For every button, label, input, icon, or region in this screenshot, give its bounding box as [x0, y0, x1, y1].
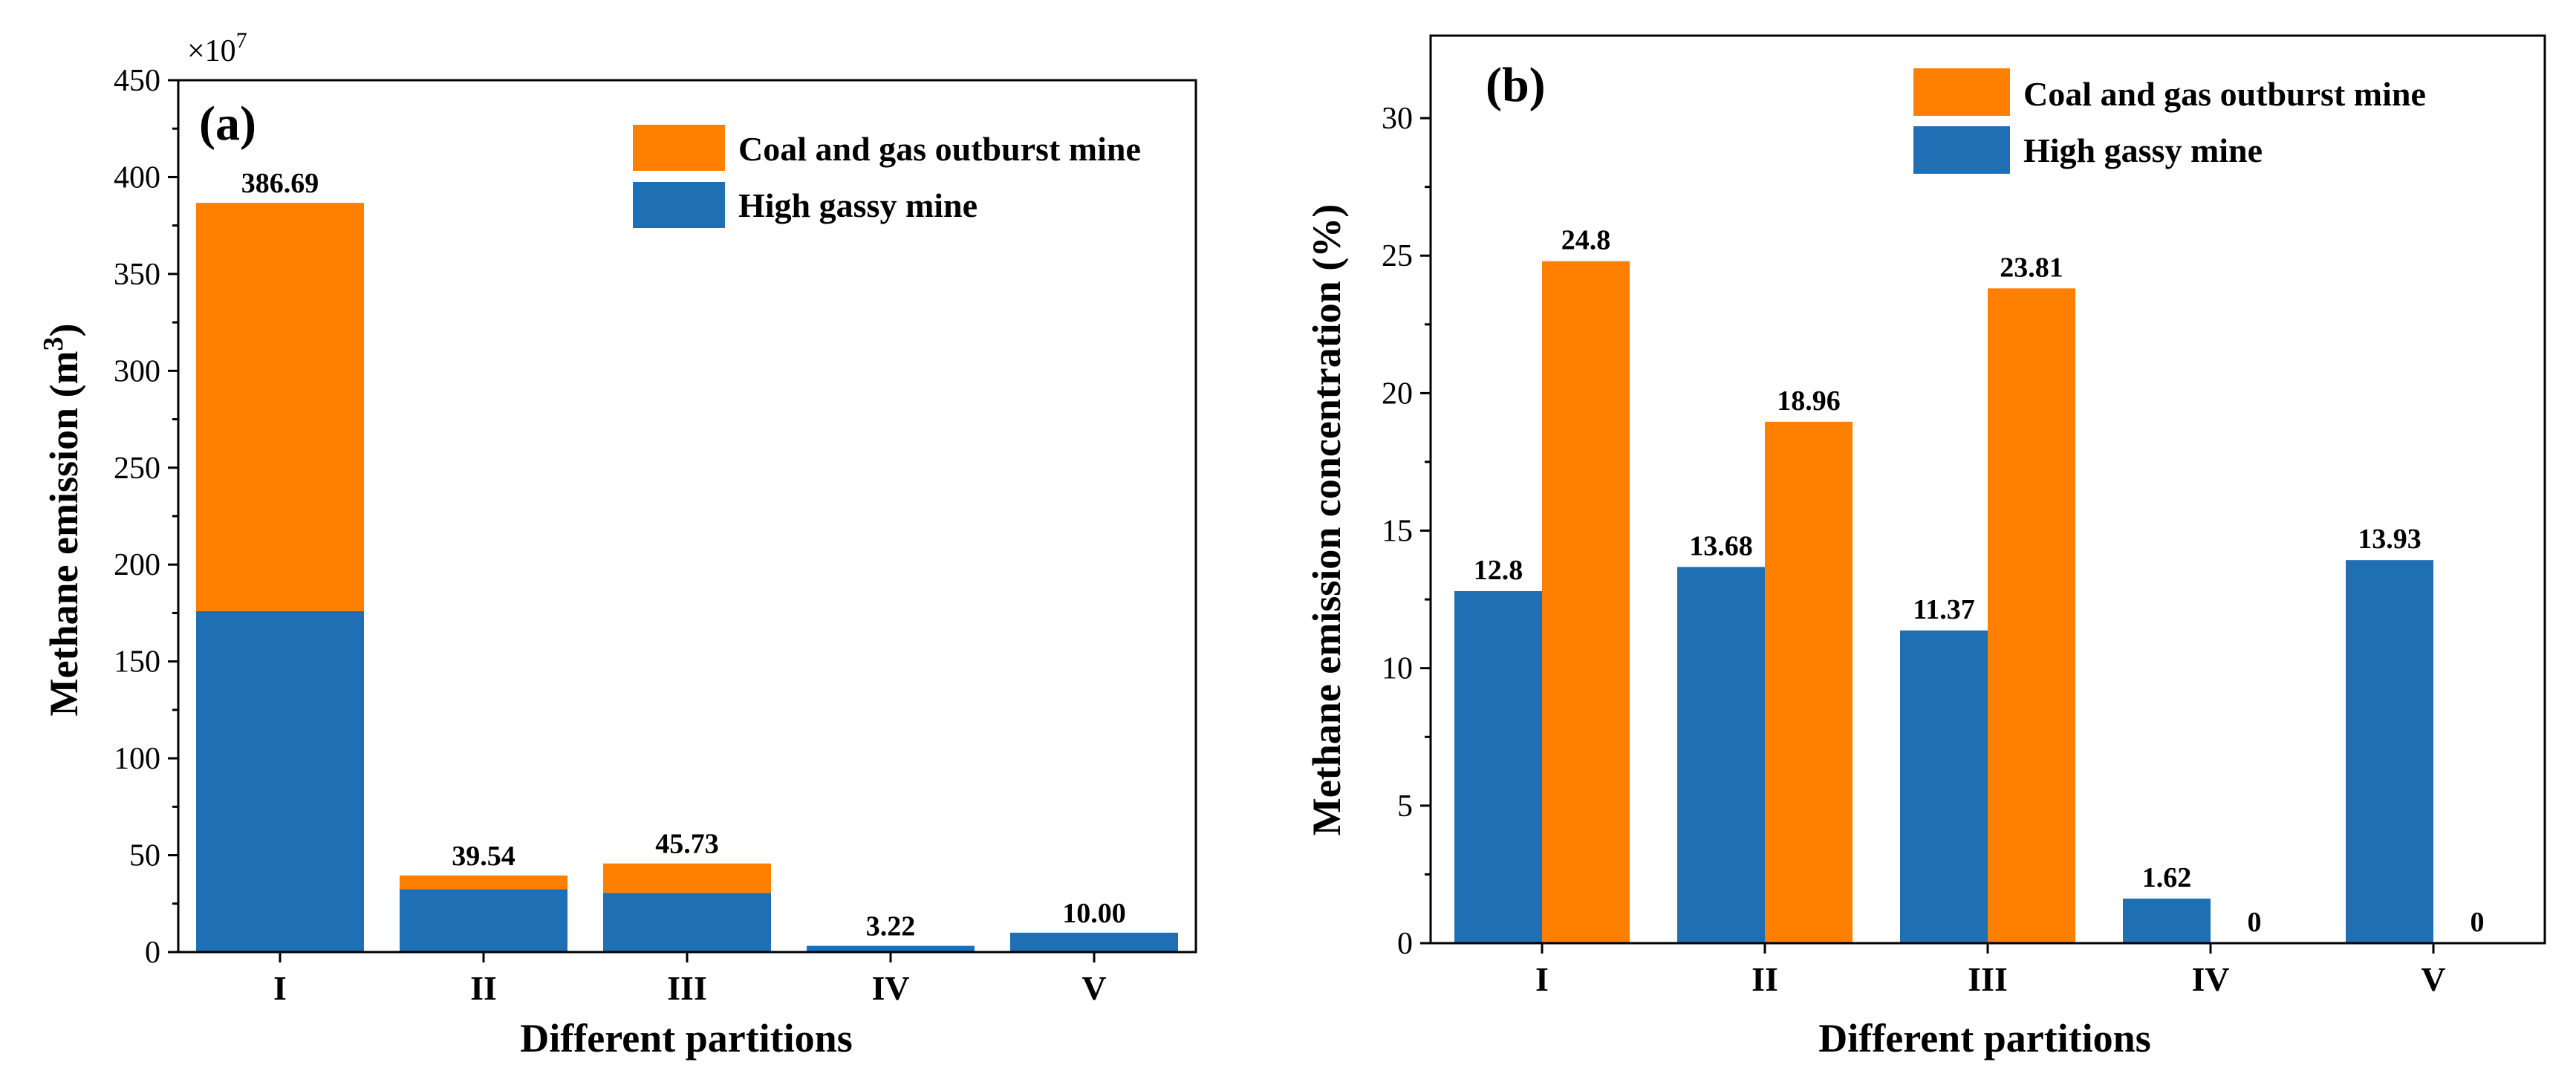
chart-b-legend-label-outburst: Coal and gas outburst mine	[2023, 75, 2426, 113]
bar-a-I-outburst	[196, 203, 364, 611]
x-category-label: II	[1752, 960, 1778, 998]
bar-a-III-outburst	[603, 863, 771, 893]
data-label-a-II: 39.54	[452, 841, 515, 872]
x-category-label: V	[1082, 969, 1106, 1007]
chart-b-legend-swatch-outburst	[1913, 68, 2010, 116]
y-tick-label: 0	[145, 936, 160, 970]
y-tick-label: 10	[1382, 652, 1413, 686]
x-category-label: V	[2421, 960, 2445, 998]
bar-a-I-high-gassy	[196, 610, 364, 952]
bar-a-V-high-gassy	[1010, 932, 1178, 952]
data-label-a-I: 386.69	[241, 168, 319, 199]
chart-b-legend-label-high-gassy: High gassy mine	[2023, 131, 2263, 169]
data-label-b-V-outburst: 0	[2471, 907, 2485, 938]
data-label-a-III: 45.73	[655, 829, 719, 860]
y-tick-label: 15	[1382, 515, 1413, 549]
data-label-a-V: 10.00	[1062, 898, 1126, 929]
y-tick-label: 5	[1397, 789, 1413, 824]
bar-b-V-high-gassy	[2346, 560, 2433, 943]
data-label-b-II-outburst: 18.96	[1777, 385, 1841, 417]
y-tick-label: 100	[114, 742, 160, 776]
bar-b-I-outburst	[1542, 261, 1630, 943]
chart-b-panel-label: (b)	[1486, 58, 1546, 112]
data-label-b-III-high-gassy: 11.37	[1913, 594, 1974, 625]
data-label-b-I-outburst: 24.8	[1561, 225, 1611, 256]
data-label-b-V-high-gassy: 13.93	[2358, 524, 2421, 555]
x-category-label: III	[667, 969, 707, 1007]
y-tick-label: 300	[114, 354, 160, 388]
data-label-b-IV-outburst: 0	[2248, 907, 2262, 938]
chart-a-legend-swatch-outburst	[633, 125, 725, 171]
chart-a-x-axis-title: Different partitions	[520, 1016, 852, 1060]
y-tick-label: 20	[1382, 377, 1413, 411]
chart-a-y-axis-title: Methane emission (m3)	[38, 324, 86, 717]
data-label-a-IV: 3.22	[866, 911, 916, 942]
y-tick-label: 400	[114, 160, 160, 195]
y-tick-label: 0	[1397, 927, 1413, 961]
chart-a-y-multiplier: ×107	[187, 28, 247, 68]
bar-b-II-high-gassy	[1677, 567, 1765, 943]
y-tick-label: 450	[114, 64, 160, 98]
x-category-label: III	[1968, 960, 2008, 998]
chart-a-data-labels: 386.69 39.54 45.73 3.22 10.00	[241, 168, 1126, 942]
bar-b-I-high-gassy	[1454, 591, 1542, 943]
chart-b-data-labels: 12.8 24.8 13.68 18.96 11.37 23.81 1.62 0 13.93 0	[1474, 225, 2485, 938]
chart-a-legend-label-high-gassy: High gassy mine	[738, 186, 978, 224]
chart-a-categories: I II III IV V	[273, 952, 1107, 1007]
bar-b-IV-high-gassy	[2123, 899, 2211, 943]
bar-a-II-high-gassy	[400, 889, 567, 952]
chart-a-panel-label: (a)	[199, 97, 256, 151]
chart-a-ticks: 0 50 100 150 200 250 300 350 400 450	[114, 64, 178, 970]
chart-a-legend-swatch-high-gassy	[633, 182, 725, 228]
bar-b-II-outburst	[1765, 421, 1853, 943]
bar-b-III-outburst	[1988, 288, 2075, 943]
chart-a-legend-label-outburst: Coal and gas outburst mine	[738, 130, 1141, 168]
bar-a-IV-high-gassy	[807, 945, 975, 952]
chart-b-plot-frame	[1429, 34, 2546, 945]
chart-a-plot-frame	[177, 79, 1197, 954]
bar-a-III-high-gassy	[603, 893, 771, 952]
chart-a-legend: Coal and gas outburst mine High gassy mi…	[633, 125, 1141, 228]
chart-b-legend-swatch-high-gassy	[1913, 126, 2010, 174]
data-label-b-II-high-gassy: 13.68	[1689, 530, 1753, 561]
y-tick-label: 350	[114, 258, 160, 292]
y-tick-label: 150	[114, 645, 160, 680]
y-tick-label: 25	[1382, 239, 1413, 273]
bar-b-III-high-gassy	[1900, 630, 1988, 943]
chart-a-bars	[196, 203, 1178, 952]
chart-b-legend: Coal and gas outburst mine High gassy mi…	[1913, 68, 2426, 174]
bar-a-II-outburst	[400, 875, 567, 890]
x-category-label: IV	[871, 969, 909, 1007]
chart-b-y-axis-title: Methane emission concentration (%)	[1304, 204, 1349, 835]
y-tick-label: 30	[1382, 102, 1413, 136]
x-category-label: I	[1535, 960, 1549, 998]
chart-b-ticks: 0 5 10 15 20 25 30	[1382, 102, 1431, 961]
chart-b-bars	[1454, 261, 2433, 943]
y-tick-label: 50	[129, 839, 160, 873]
y-tick-label: 250	[114, 452, 160, 486]
x-category-label: I	[273, 969, 287, 1007]
data-label-b-III-outburst: 23.81	[2000, 252, 2063, 283]
chart-b-categories: I II III IV V	[1535, 943, 2446, 998]
y-tick-label: 200	[114, 548, 160, 582]
x-category-label: II	[470, 969, 497, 1007]
chart-b-x-axis-title: Different partitions	[1818, 1016, 2150, 1060]
data-label-b-I-high-gassy: 12.8	[1474, 555, 1523, 586]
x-category-label: IV	[2191, 960, 2229, 998]
data-label-b-IV-high-gassy: 1.62	[2142, 862, 2192, 893]
